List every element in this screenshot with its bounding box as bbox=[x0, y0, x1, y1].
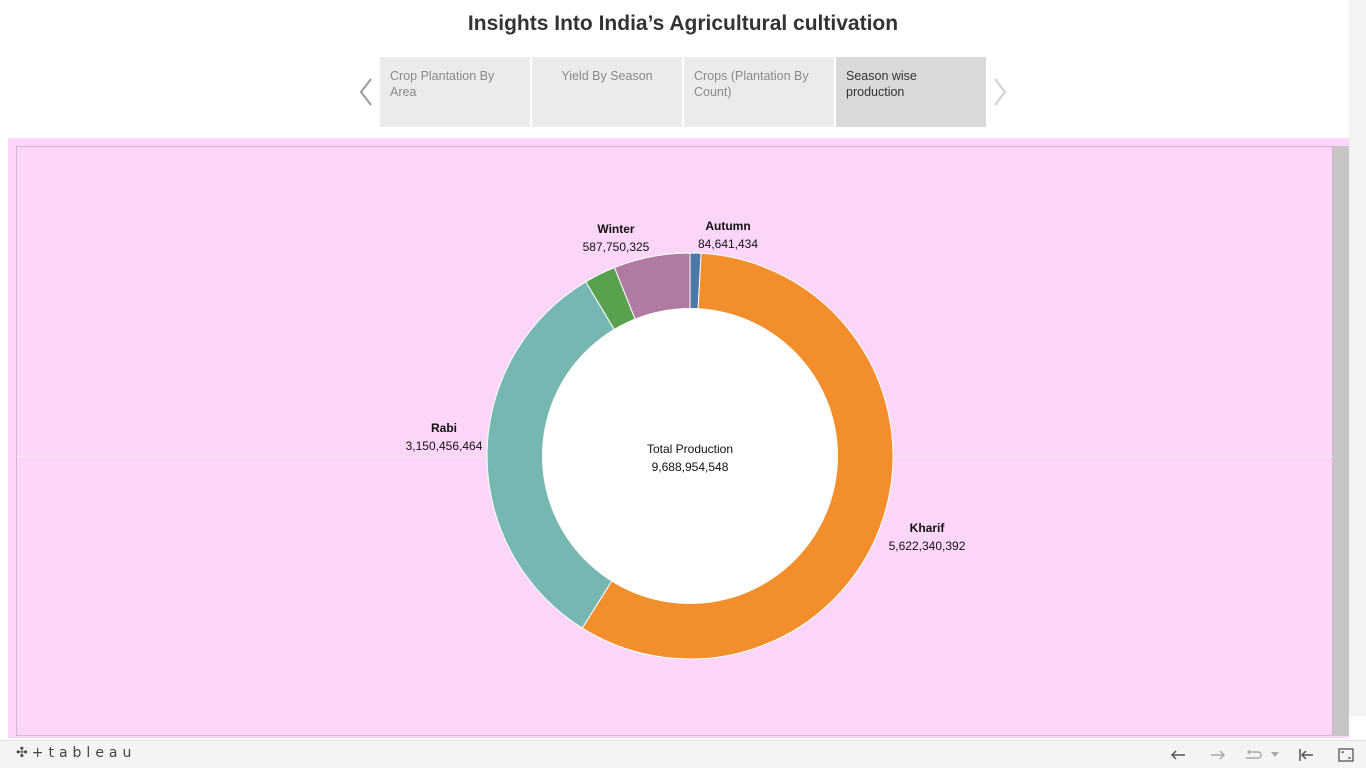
fullscreen-button[interactable] bbox=[1335, 744, 1357, 766]
chevron-left-icon bbox=[359, 78, 372, 106]
page-scrollbar[interactable] bbox=[1349, 0, 1366, 716]
tableau-toolbar: ✣ + tableau bbox=[0, 740, 1366, 768]
previous-story-point-button[interactable] bbox=[352, 57, 380, 127]
undo-icon bbox=[1170, 750, 1185, 760]
tableau-logo-text: + bbox=[31, 745, 49, 761]
story-point-label: Season wise production bbox=[846, 69, 917, 99]
slice-label-kharif: Kharif bbox=[910, 521, 946, 535]
slice-label-rabi: Rabi bbox=[431, 421, 457, 435]
worksheet-scrollbar[interactable] bbox=[1333, 146, 1349, 736]
reset-button[interactable] bbox=[1295, 744, 1317, 766]
worksheet-frame bbox=[16, 146, 1333, 736]
donut-hole bbox=[542, 308, 838, 604]
tableau-logo[interactable]: ✣ + tableau bbox=[16, 745, 136, 761]
slice-value-autumn: 84,641,434 bbox=[698, 237, 758, 251]
revert-button[interactable] bbox=[1242, 744, 1264, 766]
fullscreen-icon bbox=[1338, 748, 1354, 762]
slice-label-autumn: Autumn bbox=[705, 219, 750, 233]
undo-button[interactable] bbox=[1167, 744, 1189, 766]
redo-button[interactable] bbox=[1207, 744, 1229, 766]
story-navigator: Crop Plantation By Area Yield By Season … bbox=[352, 57, 1014, 127]
tableau-logo-wordmark: tableau bbox=[48, 745, 137, 761]
slice-value-kharif: 5,622,340,392 bbox=[889, 539, 966, 553]
story-point-season-wise-production[interactable]: Season wise production bbox=[836, 57, 986, 127]
center-label: Total Production bbox=[647, 442, 733, 456]
story-point-label: Yield By Season bbox=[561, 69, 653, 83]
story-point-crop-plantation-by-area[interactable]: Crop Plantation By Area bbox=[380, 57, 530, 127]
center-value: 9,688,954,548 bbox=[652, 460, 729, 474]
chevron-down-icon bbox=[1271, 752, 1279, 757]
story-point-label: Crops (Plantation By Count) bbox=[694, 69, 809, 99]
reset-icon bbox=[1299, 749, 1313, 761]
slice-value-winter: 587,750,325 bbox=[583, 240, 650, 254]
story-point-crops-plantation-by-count[interactable]: Crops (Plantation By Count) bbox=[684, 57, 834, 127]
chevron-right-icon bbox=[994, 78, 1007, 106]
revert-icon bbox=[1246, 749, 1262, 759]
tableau-logo-icon: ✣ bbox=[16, 745, 28, 761]
revert-dropdown-button[interactable] bbox=[1268, 744, 1282, 766]
next-story-point-button[interactable] bbox=[986, 57, 1014, 127]
slice-label-winter: Winter bbox=[597, 222, 635, 236]
story-point-label: Crop Plantation By Area bbox=[390, 69, 495, 99]
page-title: Insights Into India’s Agricultural culti… bbox=[467, 12, 899, 35]
redo-icon bbox=[1211, 750, 1226, 760]
slice-value-rabi: 3,150,456,464 bbox=[406, 439, 483, 453]
story-point-yield-by-season[interactable]: Yield By Season bbox=[532, 57, 682, 127]
